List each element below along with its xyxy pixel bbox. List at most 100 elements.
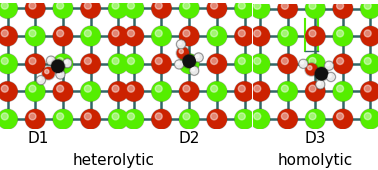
- Circle shape: [183, 30, 190, 37]
- Circle shape: [306, 110, 325, 129]
- Circle shape: [207, 109, 227, 129]
- Circle shape: [81, 82, 100, 101]
- Circle shape: [309, 113, 316, 120]
- Circle shape: [207, 26, 227, 46]
- Circle shape: [299, 59, 308, 69]
- Circle shape: [25, 109, 45, 129]
- Circle shape: [361, 81, 378, 101]
- Circle shape: [314, 67, 329, 81]
- Circle shape: [81, 110, 100, 129]
- Circle shape: [325, 61, 333, 70]
- Circle shape: [42, 67, 55, 80]
- Circle shape: [305, 26, 325, 46]
- Circle shape: [306, 82, 325, 101]
- Circle shape: [53, 0, 73, 18]
- Circle shape: [361, 26, 378, 46]
- Circle shape: [208, 82, 226, 101]
- Circle shape: [333, 81, 353, 101]
- Circle shape: [108, 54, 128, 74]
- Circle shape: [250, 81, 270, 101]
- Circle shape: [364, 113, 371, 120]
- Circle shape: [254, 113, 261, 120]
- Circle shape: [278, 0, 297, 19]
- Circle shape: [208, 27, 226, 46]
- Circle shape: [238, 2, 245, 9]
- Circle shape: [333, 0, 352, 18]
- Circle shape: [254, 57, 261, 64]
- Circle shape: [309, 85, 316, 92]
- Circle shape: [318, 82, 321, 85]
- Circle shape: [81, 54, 101, 74]
- Circle shape: [278, 26, 297, 46]
- Circle shape: [108, 81, 128, 101]
- Circle shape: [26, 110, 45, 129]
- Circle shape: [179, 26, 199, 46]
- Circle shape: [207, 81, 227, 101]
- Circle shape: [328, 74, 331, 77]
- Circle shape: [174, 60, 184, 69]
- Circle shape: [109, 0, 128, 18]
- Circle shape: [42, 67, 55, 80]
- Circle shape: [177, 40, 186, 49]
- Circle shape: [179, 81, 199, 101]
- Circle shape: [63, 58, 72, 68]
- Circle shape: [36, 76, 45, 85]
- Circle shape: [53, 110, 73, 129]
- Circle shape: [361, 27, 378, 46]
- Circle shape: [48, 58, 51, 61]
- Circle shape: [127, 2, 135, 9]
- Circle shape: [251, 110, 270, 129]
- Circle shape: [305, 0, 325, 19]
- Circle shape: [250, 109, 270, 129]
- Circle shape: [316, 80, 325, 89]
- Circle shape: [361, 109, 378, 129]
- Circle shape: [63, 59, 72, 68]
- Circle shape: [155, 57, 162, 64]
- Circle shape: [152, 0, 171, 18]
- Circle shape: [53, 82, 73, 101]
- Circle shape: [333, 26, 353, 46]
- Circle shape: [81, 0, 100, 18]
- Circle shape: [112, 85, 119, 92]
- Circle shape: [26, 27, 45, 46]
- Circle shape: [152, 81, 172, 101]
- Circle shape: [124, 27, 143, 46]
- Circle shape: [308, 66, 312, 70]
- Circle shape: [0, 54, 17, 74]
- Circle shape: [333, 0, 353, 19]
- Circle shape: [309, 30, 316, 37]
- Circle shape: [316, 80, 325, 89]
- Circle shape: [109, 110, 128, 129]
- Circle shape: [53, 54, 73, 73]
- Circle shape: [152, 26, 172, 46]
- Circle shape: [194, 53, 203, 62]
- Circle shape: [112, 113, 119, 120]
- Circle shape: [324, 61, 334, 70]
- Circle shape: [124, 26, 144, 46]
- Circle shape: [250, 26, 270, 46]
- Circle shape: [155, 85, 162, 92]
- Circle shape: [53, 0, 73, 18]
- Circle shape: [361, 0, 378, 18]
- Circle shape: [25, 81, 45, 101]
- Circle shape: [278, 54, 297, 73]
- Circle shape: [0, 109, 17, 129]
- Circle shape: [180, 82, 199, 101]
- Circle shape: [51, 59, 65, 73]
- Circle shape: [194, 53, 203, 62]
- Circle shape: [364, 85, 371, 92]
- Circle shape: [81, 109, 101, 129]
- Circle shape: [0, 81, 17, 101]
- Circle shape: [127, 30, 135, 37]
- Circle shape: [45, 69, 49, 74]
- Text: D1: D1: [27, 131, 48, 146]
- Circle shape: [278, 54, 297, 74]
- Circle shape: [180, 27, 199, 46]
- Circle shape: [1, 113, 8, 120]
- Circle shape: [235, 0, 254, 18]
- Circle shape: [38, 78, 41, 80]
- Circle shape: [251, 27, 270, 46]
- Circle shape: [278, 0, 297, 18]
- Circle shape: [196, 55, 199, 58]
- Circle shape: [29, 30, 36, 37]
